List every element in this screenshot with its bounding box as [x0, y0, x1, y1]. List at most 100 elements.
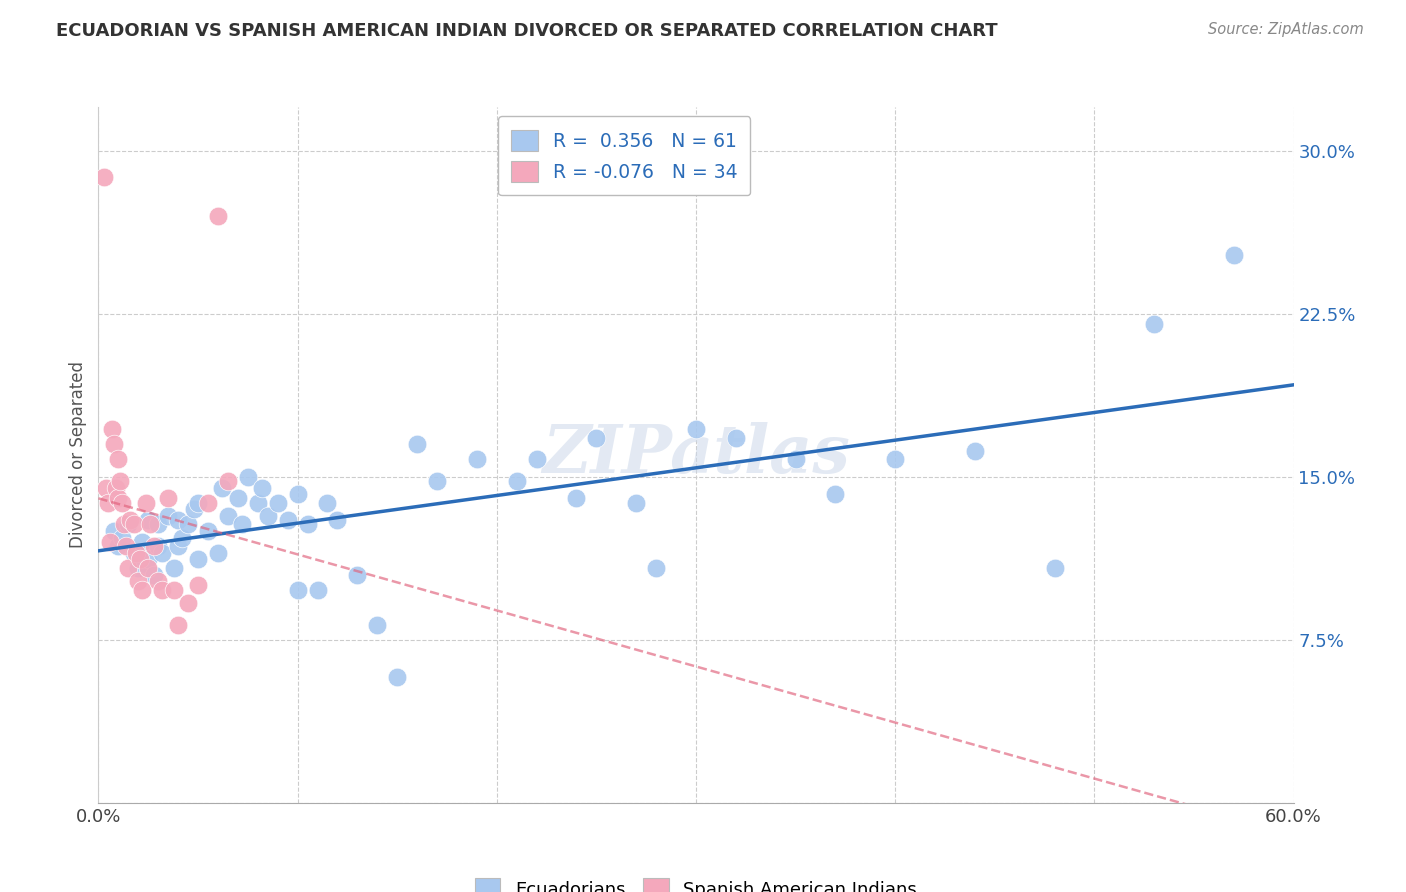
- Y-axis label: Divorced or Separated: Divorced or Separated: [69, 361, 87, 549]
- Point: [207, 209, 229, 223]
- Point: [824, 487, 846, 501]
- Point: [96, 481, 118, 495]
- Point: [124, 546, 146, 560]
- Point: [287, 487, 309, 501]
- Point: [565, 491, 588, 506]
- Point: [187, 552, 209, 566]
- Point: [177, 517, 200, 532]
- Point: [131, 535, 153, 549]
- Point: [217, 508, 239, 523]
- Point: [724, 431, 747, 445]
- Point: [129, 552, 152, 566]
- Point: [246, 496, 269, 510]
- Point: [250, 481, 273, 495]
- Point: [143, 567, 166, 582]
- Point: [256, 508, 278, 523]
- Point: [157, 508, 180, 523]
- Point: [785, 452, 807, 467]
- Point: [187, 578, 209, 592]
- Point: [177, 596, 200, 610]
- Point: [183, 502, 205, 516]
- Point: [624, 496, 647, 510]
- Point: [150, 582, 173, 597]
- Point: [506, 474, 529, 488]
- Point: [150, 546, 173, 560]
- Point: [236, 469, 259, 483]
- Point: [297, 517, 319, 532]
- Text: Source: ZipAtlas.com: Source: ZipAtlas.com: [1208, 22, 1364, 37]
- Point: [97, 496, 120, 510]
- Point: [93, 169, 115, 184]
- Legend: Ecuadorians, Spanish American Indians: Ecuadorians, Spanish American Indians: [464, 868, 928, 892]
- Point: [148, 517, 170, 532]
- Point: [963, 443, 986, 458]
- Point: [346, 567, 368, 582]
- Point: [163, 582, 186, 597]
- Point: [135, 496, 157, 510]
- Point: [107, 452, 129, 467]
- Point: [1222, 248, 1246, 262]
- Point: [117, 517, 139, 532]
- Point: [211, 481, 233, 495]
- Point: [136, 561, 159, 575]
- Point: [157, 491, 180, 506]
- Point: [187, 496, 209, 510]
- Point: [125, 546, 148, 560]
- Point: [117, 561, 139, 575]
- Point: [98, 535, 122, 549]
- Point: [326, 513, 349, 527]
- Point: [231, 517, 253, 532]
- Point: [406, 437, 429, 451]
- Point: [163, 561, 186, 575]
- Point: [645, 561, 668, 575]
- Point: [105, 481, 128, 495]
- Point: [287, 582, 309, 597]
- Point: [110, 474, 132, 488]
- Point: [101, 422, 124, 436]
- Point: [111, 496, 134, 510]
- Point: [526, 452, 548, 467]
- Point: [197, 524, 219, 538]
- Point: [103, 437, 125, 451]
- Text: ECUADORIAN VS SPANISH AMERICAN INDIAN DIVORCED OR SEPARATED CORRELATION CHART: ECUADORIAN VS SPANISH AMERICAN INDIAN DI…: [56, 22, 998, 40]
- Point: [685, 422, 707, 436]
- Point: [207, 546, 229, 560]
- Point: [148, 539, 170, 553]
- Point: [107, 539, 129, 553]
- Point: [167, 513, 190, 527]
- Point: [1043, 561, 1066, 575]
- Point: [112, 517, 135, 532]
- Point: [226, 491, 249, 506]
- Point: [172, 531, 194, 545]
- Point: [127, 561, 149, 575]
- Point: [120, 513, 142, 527]
- Point: [103, 524, 125, 538]
- Point: [316, 496, 339, 510]
- Point: [884, 452, 907, 467]
- Point: [136, 513, 159, 527]
- Point: [115, 539, 138, 553]
- Point: [136, 552, 159, 566]
- Point: [465, 452, 488, 467]
- Point: [1143, 318, 1166, 332]
- Point: [139, 517, 162, 532]
- Point: [277, 513, 299, 527]
- Point: [148, 574, 170, 588]
- Point: [366, 617, 388, 632]
- Point: [307, 582, 329, 597]
- Point: [143, 539, 166, 553]
- Point: [585, 431, 607, 445]
- Text: ZIPatlas: ZIPatlas: [543, 423, 849, 487]
- Point: [124, 517, 146, 532]
- Point: [426, 474, 449, 488]
- Point: [107, 491, 129, 506]
- Point: [127, 574, 149, 588]
- Point: [385, 670, 409, 684]
- Point: [111, 531, 134, 545]
- Point: [167, 617, 190, 632]
- Point: [167, 539, 190, 553]
- Point: [131, 582, 153, 597]
- Point: [267, 496, 290, 510]
- Point: [197, 496, 219, 510]
- Point: [217, 474, 239, 488]
